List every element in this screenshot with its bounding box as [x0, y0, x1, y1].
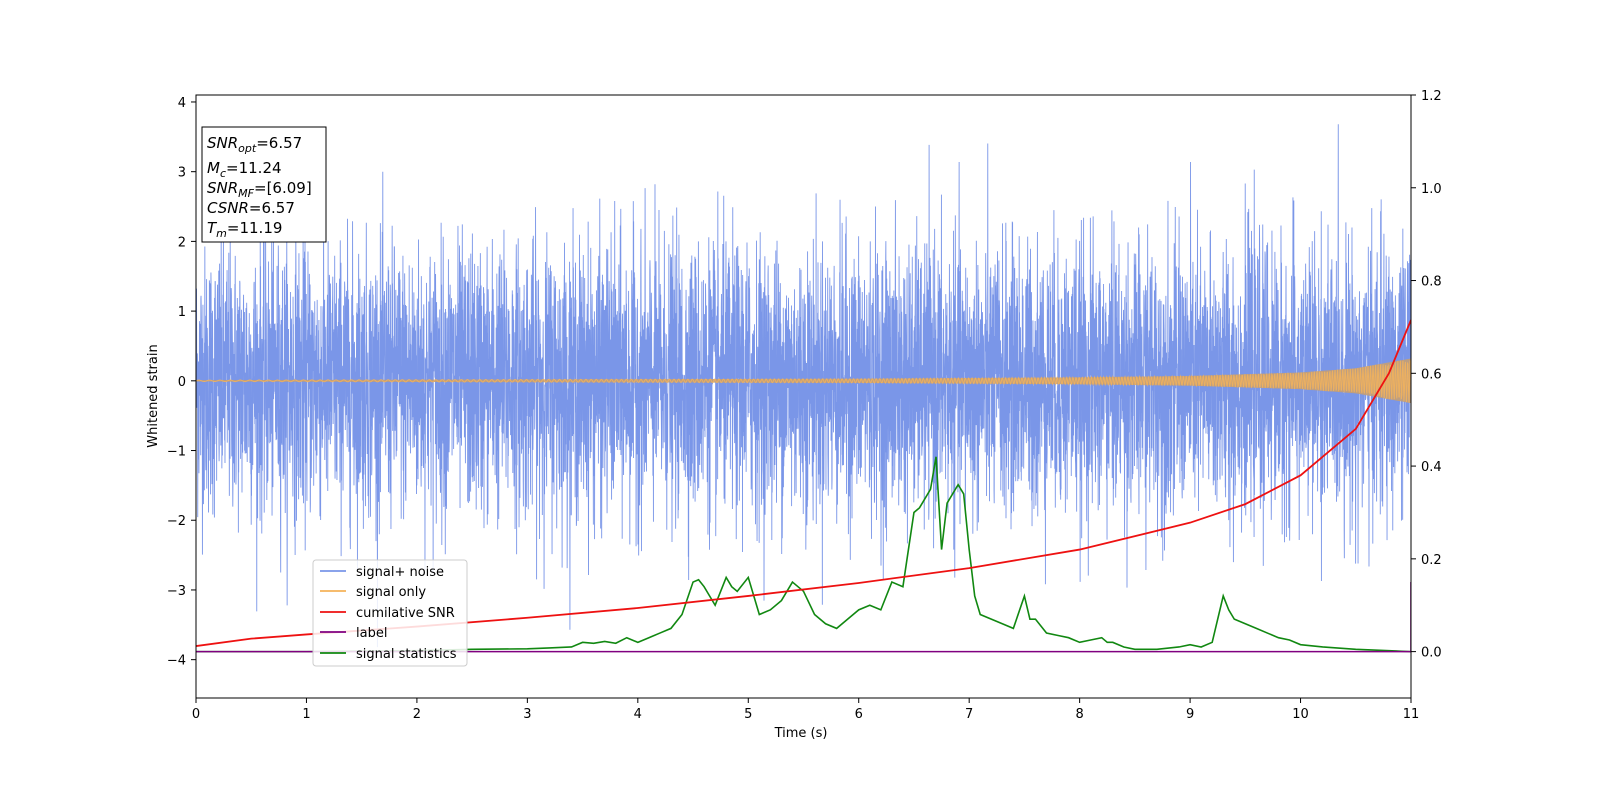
legend-label-label: label — [356, 626, 387, 641]
y-left-tick-label: −3 — [167, 584, 186, 599]
legend-label-noise: signal+ noise — [356, 565, 444, 580]
info-snr-opt: SNRopt=6.57 — [207, 134, 302, 155]
x-tick-label: 5 — [744, 707, 752, 722]
signal-only-series — [196, 358, 1411, 404]
legend-label-snr: cumilative SNR — [356, 606, 455, 621]
info-tm: Tm=11.19 — [207, 219, 282, 240]
x-tick-label: 0 — [192, 707, 200, 722]
y-right-tick-label: 0.6 — [1421, 367, 1442, 382]
x-tick-label: 2 — [413, 707, 421, 722]
y-right-tick-label: 0.8 — [1421, 275, 1442, 290]
x-tick-label: 11 — [1403, 707, 1420, 722]
x-tick-label: 6 — [855, 707, 863, 722]
legend-frame — [312, 559, 468, 667]
x-tick-label: 4 — [634, 707, 642, 722]
y-left-tick-label: −4 — [167, 654, 186, 669]
x-tick-label: 9 — [1186, 707, 1194, 722]
info-box: SNRopt=6.57 Mc=11.24 SNRMF=[6.09] CSNR=6… — [201, 126, 327, 243]
signal-statistics-series — [196, 456, 1411, 653]
info-snr-mf: SNRMF=[6.09] — [207, 179, 312, 200]
x-tick-label: 10 — [1292, 707, 1309, 722]
y-right-tick-label: 1.0 — [1421, 182, 1442, 197]
y-right-axis-ticks: 1.2 1.0 0.8 0.6 0.4 0.2 0.0 — [1411, 89, 1442, 661]
signal-only-line — [196, 360, 1411, 403]
y-left-tick-label: −1 — [167, 445, 186, 460]
y-left-tick-label: 1 — [178, 305, 186, 320]
legend: signal+ noise signal only cumilative SNR… — [312, 559, 468, 667]
info-mc: Mc=11.24 — [207, 159, 282, 180]
x-tick-label: 7 — [965, 707, 973, 722]
y-right-tick-label: 0.4 — [1421, 460, 1442, 475]
x-tick-label: 3 — [523, 707, 531, 722]
signal-statistics-line — [196, 456, 1411, 653]
x-axis-label: Time (s) — [774, 726, 828, 741]
y-left-tick-label: 4 — [178, 96, 186, 111]
info-csnr: CSNR=6.57 — [207, 199, 295, 217]
signal-noise-series — [196, 124, 1411, 648]
label-line — [196, 582, 1411, 653]
y-left-tick-label: 2 — [178, 235, 186, 250]
plot-frame — [195, 94, 1412, 699]
y-left-tick-label: 0 — [178, 375, 186, 390]
info-box-frame — [201, 126, 327, 243]
y-right-tick-label: 0.2 — [1421, 553, 1442, 568]
legend-label-signal: signal only — [356, 585, 426, 600]
x-tick-label: 8 — [1075, 707, 1083, 722]
label-series — [196, 582, 1411, 653]
y-left-tick-label: −2 — [167, 514, 186, 529]
y-left-axis-ticks: 4 3 2 1 0 −1 −2 −3 −4 — [167, 96, 196, 669]
y-axis-label: Whitened strain — [146, 344, 161, 447]
y-right-tick-label: 0.0 — [1421, 646, 1442, 661]
y-left-tick-label: 3 — [178, 166, 186, 181]
x-tick-label: 1 — [302, 707, 310, 722]
signal-noise-line — [196, 124, 1411, 648]
x-axis-ticks: 0 1 2 3 4 5 6 7 8 9 10 11 — [192, 698, 1419, 722]
plot-area — [196, 124, 1411, 653]
y-right-tick-label: 1.2 — [1421, 89, 1442, 104]
legend-label-stats: signal statistics — [356, 647, 457, 662]
